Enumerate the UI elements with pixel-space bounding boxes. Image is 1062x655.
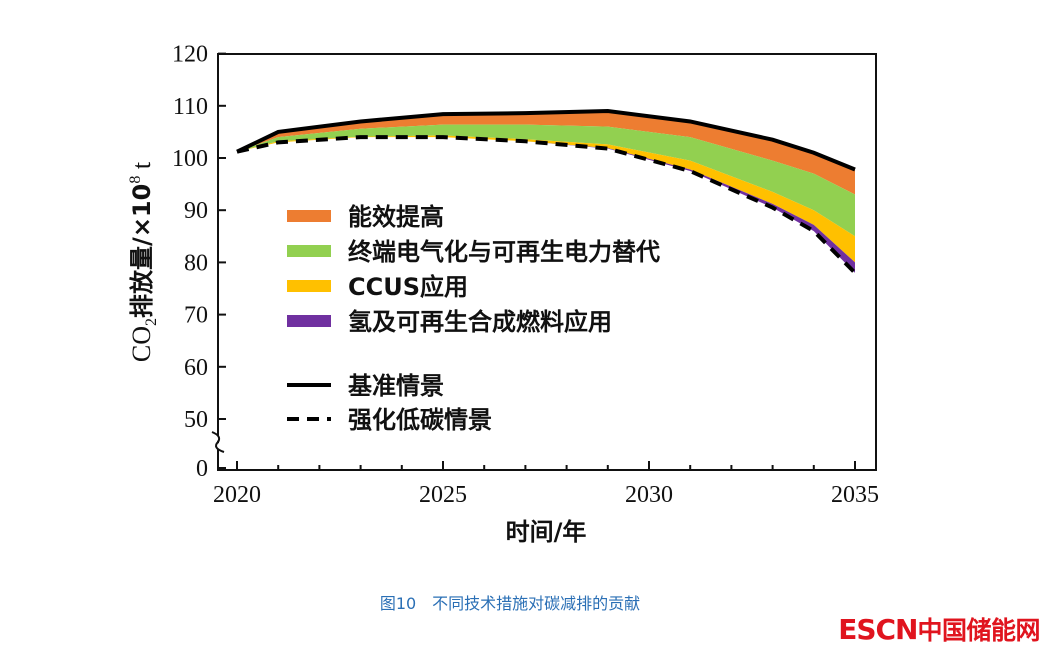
y-tick-label: 0	[196, 456, 208, 482]
legend-swatch	[287, 210, 331, 222]
y-tick-label: 110	[173, 94, 208, 120]
band-3	[237, 135, 855, 263]
y-tick-label: 90	[184, 198, 208, 224]
legend-label: 氢及可再生合成燃料应用	[348, 308, 612, 336]
y-tick-label: 70	[184, 303, 208, 329]
legend-swatch	[287, 280, 331, 292]
chart: 0 50 60 70 80 90 100 110 120 2020 2025 2030 2035 能效…	[127, 42, 879, 546]
y-axis-title: CO2排放量/×108 t	[127, 161, 160, 362]
logo-cn: 中国储能网	[917, 616, 1040, 645]
x-tick-label: 2020	[213, 482, 261, 508]
lines-layer	[236, 109, 857, 275]
line-baseline	[236, 109, 856, 172]
legend-label: 强化低碳情景	[348, 406, 492, 434]
band-2	[237, 124, 855, 237]
legend-label: 能效提高	[348, 203, 444, 231]
y-tick-label: 120	[172, 42, 208, 68]
y-tick-label: 50	[184, 407, 208, 433]
y-axis: 0 50 60 70 80 90 100 110 120	[172, 42, 226, 482]
x-axis: 2020 2025 2030 2035	[213, 461, 879, 508]
escn-logo[interactable]: ESCN中国储能网	[838, 611, 1040, 647]
y-tick-label: 60	[184, 355, 208, 381]
legend-label: CCUS应用	[348, 273, 468, 301]
legend-swatch	[287, 245, 331, 257]
x-tick-label: 2035	[831, 482, 879, 508]
legend-label: 终端电气化与可再生电力替代	[348, 238, 660, 266]
logo-latin: ESCN	[838, 613, 918, 646]
bands-layer	[237, 111, 855, 273]
legend-label: 基准情景	[348, 372, 444, 400]
x-tick-label: 2030	[625, 482, 673, 508]
y-tick-label: 100	[172, 146, 208, 172]
y-tick-label: 80	[184, 250, 208, 276]
axis-break-mark	[211, 431, 225, 453]
line-enhanced-low-carbon	[236, 135, 857, 275]
x-tick-label: 2025	[419, 482, 467, 508]
x-axis-title: 时间/年	[506, 518, 587, 546]
figure-caption: 图10 不同技术措施对碳减排的贡献	[379, 594, 641, 613]
legend-swatch	[287, 315, 331, 327]
band-1	[237, 111, 855, 195]
